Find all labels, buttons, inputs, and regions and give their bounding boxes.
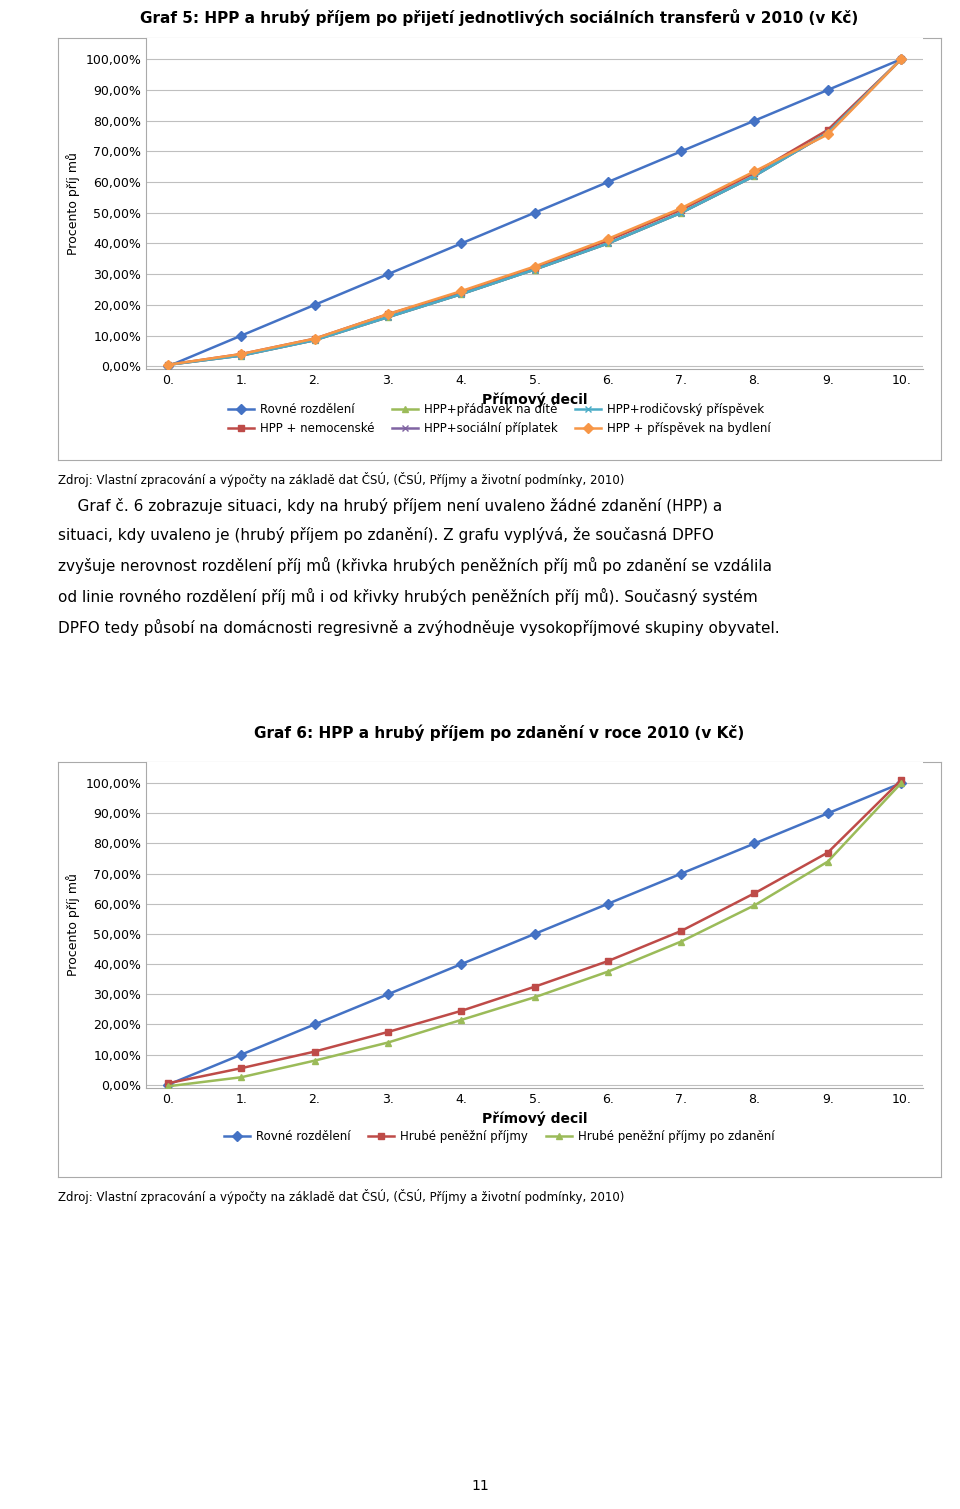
Text: Zdroj: Vlastní zpracování a výpočty na základě dat ČSÚ, (ČSÚ, Příjmy a životní p: Zdroj: Vlastní zpracování a výpočty na z… [58,1189,624,1204]
X-axis label: Přímový decil: Přímový decil [482,1111,588,1126]
Text: Graf č. 6 zobrazuje situaci, kdy na hrubý příjem není uvaleno žádné zdanění (HPP: Graf č. 6 zobrazuje situaci, kdy na hrub… [58,498,780,637]
Y-axis label: Procento příj mů: Procento příj mů [65,152,80,255]
Text: Graf 6: HPP a hrubý příjem po zdanění v roce 2010 (v Kč): Graf 6: HPP a hrubý příjem po zdanění v … [254,724,744,741]
Y-axis label: Procento příj mů: Procento příj mů [65,874,80,976]
Legend: Rovné rozdělení, Hrubé peněžní příjmy, Hrubé peněžní příjmy po zdanění: Rovné rozdělení, Hrubé peněžní příjmy, H… [224,1130,775,1142]
Text: Zdroj: Vlastní zpracování a výpočty na základě dat ČSÚ, (ČSÚ, Příjmy a životní p: Zdroj: Vlastní zpracování a výpočty na z… [58,472,624,487]
Text: 11: 11 [471,1479,489,1494]
Text: Graf 5: HPP a hrubý příjem po přijetí jednotlivých sociálních transferů v 2010 (: Graf 5: HPP a hrubý příjem po přijetí je… [140,9,858,26]
Legend: Rovné rozdělení, HPP + nemocenské, HPP+přádavek na dítě, HPP+sociální příplatek,: Rovné rozdělení, HPP + nemocenské, HPP+p… [228,403,771,435]
X-axis label: Přímový decil: Přímový decil [482,392,588,407]
